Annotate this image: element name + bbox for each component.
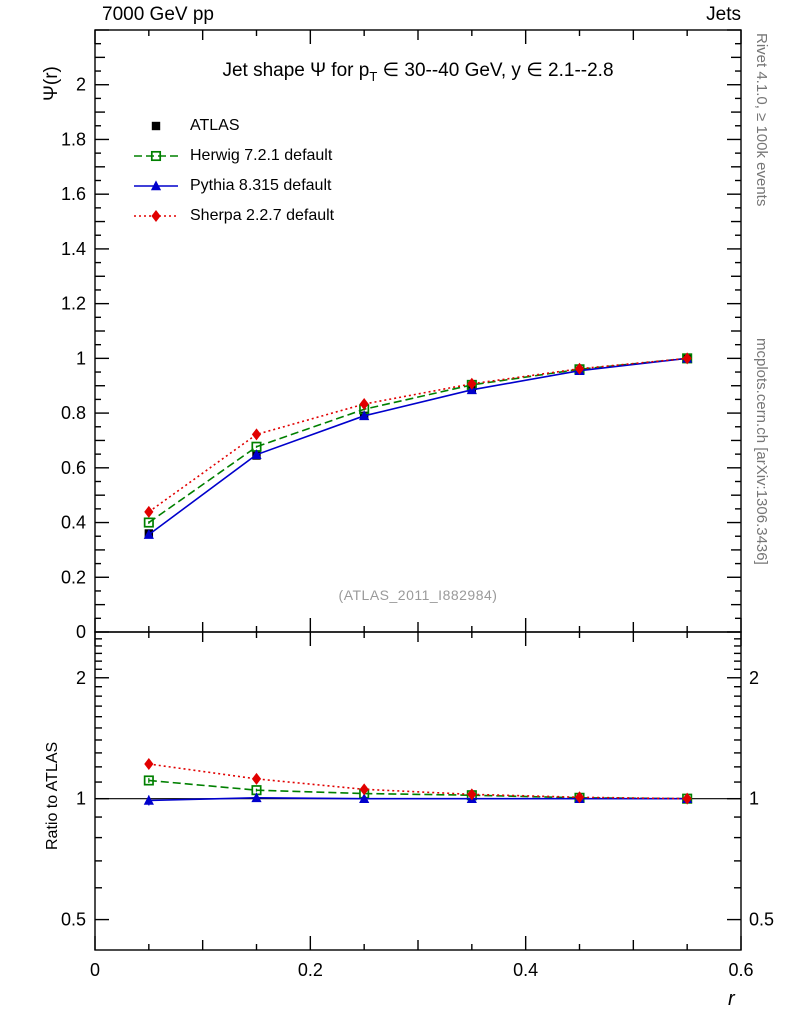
data-point-diamond (359, 783, 369, 796)
main-y-axis-label: Ψ(r) (41, 66, 62, 101)
data-point-diamond (151, 210, 161, 222)
y-tick-label: 1.4 (61, 239, 86, 259)
data-point-triangle (150, 180, 162, 191)
x-axis-label: r (728, 988, 735, 1010)
legend: ATLAS Herwig 7.2.1 default Pythia 8.315 de… (133, 111, 334, 231)
series-herwig-7-2-1-default (143, 353, 693, 528)
observable-group-header: Jets (706, 4, 741, 25)
legend-item-atlas: ATLAS (133, 111, 334, 141)
series-line (148, 779, 688, 800)
legend-label: ATLAS (190, 117, 240, 134)
y-tick-label: 1.6 (61, 184, 86, 204)
series-line (148, 357, 688, 524)
data-point-diamond (467, 788, 477, 801)
data-point-open-square (143, 775, 154, 786)
series-pythia-8-315-default (143, 352, 693, 539)
rivet-version-caption: Rivet 4.1.0, ≥ 100k events (753, 33, 770, 207)
series-atlas (144, 354, 692, 538)
analysis-id-watermark: (ATLAS_2011_I882984) (338, 587, 498, 603)
series-line (148, 797, 688, 802)
series-line (148, 357, 688, 513)
ratio-panel: 0.5 0.5 1 1 2 2 0 0.2 0.4 0.6 (61, 631, 774, 980)
y-tick-label: 1.2 (61, 294, 86, 314)
y-tick-label: 1.8 (61, 129, 86, 149)
title-text: Jet shape Ψ for p (222, 60, 370, 81)
series-pythia-8-315-default (143, 792, 693, 806)
main-panel: 0 0.2 0.4 0.6 0.8 1 1.2 1.4 1.6 1.8 2 (61, 29, 742, 642)
data-point-triangle (143, 794, 154, 805)
x-tick-label: 0 (90, 960, 100, 980)
title-subscript: T (369, 69, 378, 84)
legend-marker-pythia-icon (134, 180, 178, 191)
data-point-triangle (359, 793, 370, 803)
legend-marker-sherpa-icon (134, 210, 178, 222)
legend-marker-atlas-icon (151, 121, 161, 131)
legend-item-pythia: Pythia 8.315 default (133, 171, 334, 201)
data-point-open-square (150, 150, 162, 162)
y-tick-label: 0.2 (61, 567, 86, 587)
data-point-diamond (682, 352, 692, 365)
data-point-diamond (359, 398, 369, 411)
y-tick-label: 0.6 (61, 458, 86, 478)
series-line (148, 763, 688, 800)
ratio-y-axis-label: Ratio to ATLAS (44, 741, 61, 850)
legend-label: Sherpa 2.2.7 default (190, 207, 335, 224)
mcplots-arxiv-caption: mcplots.cern.ch [arXiv:1306.3436] (753, 338, 770, 565)
data-point-diamond (144, 757, 154, 770)
y-tick-label: 0.5 (61, 910, 86, 930)
x-tick-label: 0.6 (728, 960, 753, 980)
data-point-triangle (251, 792, 262, 803)
data-point-open-square (143, 517, 154, 528)
data-point-square (151, 121, 161, 131)
x-tick-label: 0.2 (298, 960, 323, 980)
data-point-triangle (143, 528, 154, 539)
legend-item-sherpa: Sherpa 2.2.7 default (133, 201, 334, 231)
legend-label: Herwig 7.2.1 default (190, 147, 333, 164)
y-tick-label: 0.8 (61, 403, 86, 423)
y-tick-label-right: 0.5 (749, 910, 774, 930)
title-text: ∈ 30--40 GeV, y ∈ 2.1--2.8 (377, 60, 614, 81)
y-tick-label: 1 (76, 348, 86, 368)
y-tick-label: 1 (76, 789, 86, 809)
y-tick-label-right: 2 (749, 668, 759, 688)
panel-frame (94, 631, 742, 951)
data-point-diamond (467, 377, 477, 390)
y-tick-label: 2 (76, 668, 86, 688)
data-point-diamond (251, 428, 262, 441)
data-point-diamond (574, 362, 585, 375)
legend-item-herwig: Herwig 7.2.1 default (133, 141, 334, 171)
data-point-diamond (144, 505, 154, 518)
y-tick-label-right: 1 (749, 789, 759, 809)
series-sherpa-2-2-7-default (144, 352, 692, 518)
beam-energy-header: 7000 GeV pp (102, 4, 214, 25)
y-tick-label: 2 (76, 75, 86, 95)
series-line (148, 357, 688, 536)
data-point-diamond (682, 792, 692, 805)
series-sherpa-2-2-7-default (144, 757, 692, 805)
legend-label: Pythia 8.315 default (190, 177, 332, 194)
data-point-diamond (574, 791, 585, 804)
plot-title: Jet shape Ψ for pT ∈ 30--40 GeV, y ∈ 2.1… (95, 59, 741, 84)
data-point-diamond (251, 772, 262, 785)
y-tick-label: 0 (76, 622, 86, 642)
data-point-triangle (251, 449, 262, 459)
data-point-triangle (359, 410, 370, 421)
legend-marker-herwig-icon (134, 150, 178, 162)
x-tick-label: 0.4 (513, 960, 538, 980)
y-tick-label: 0.4 (61, 513, 86, 533)
